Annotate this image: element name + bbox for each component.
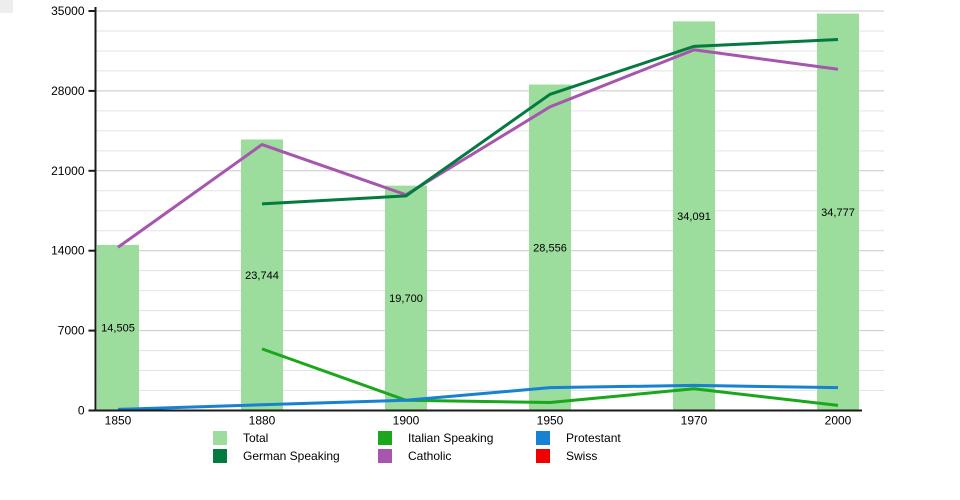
legend-label: Italian Speaking: [408, 431, 494, 445]
legend-item-italian-speaking: Italian Speaking: [378, 431, 493, 445]
legend-label: Protestant: [566, 431, 621, 445]
legend-swatch: [378, 431, 392, 445]
legend-label: Catholic: [408, 449, 452, 463]
x-axis-label: 1950: [537, 414, 564, 428]
y-axis-label: 7000: [58, 324, 85, 338]
line-catholic: [117, 48, 839, 249]
legend-label: German Speaking: [243, 449, 340, 463]
line-german-speaking: [261, 38, 839, 206]
legend-label: Swiss: [566, 449, 598, 463]
x-axis-label: 2000: [825, 414, 852, 428]
bar-value-label: 19,700: [389, 293, 423, 305]
bar-value-label: 34,777: [821, 207, 855, 219]
y-axis-label: 14000: [51, 244, 85, 258]
legend-swatch: [378, 449, 392, 463]
total-bar-1970: [673, 21, 715, 411]
legend-item-protestant: Protestant: [536, 431, 621, 445]
legend-item-swiss: Swiss: [536, 449, 597, 463]
line-protestant: [117, 383, 839, 411]
legend-label: Total: [243, 431, 269, 445]
line-italian-speaking: [261, 347, 839, 407]
legend-item-total: Total: [213, 431, 268, 445]
y-axis-label: 0: [78, 404, 85, 418]
y-axis-label: 21000: [51, 164, 85, 178]
x-axis-label: 1850: [105, 414, 132, 428]
legend-swatch: [213, 449, 227, 463]
total-bar-2000: [817, 13, 859, 411]
legend-item-catholic: Catholic: [378, 449, 451, 463]
legend-swatch: [536, 449, 550, 463]
total-bar-1950: [529, 84, 571, 411]
x-axis-label: 1900: [393, 414, 420, 428]
population-religion-language-chart: 14,505 23,744 19,700 28,556 34,091 34,777 0 700…: [51, 4, 884, 428]
legend-swatch: [213, 431, 227, 445]
bar-value-label: 14,505: [101, 323, 135, 335]
legend-item-german-speaking: German Speaking: [213, 449, 340, 463]
bar-value-label: 34,091: [677, 211, 711, 223]
y-axis-label: 35000: [51, 4, 85, 18]
x-axis-label: 1970: [681, 414, 708, 428]
screen-corner-artifact: [0, 0, 13, 13]
total-bar-1900: [385, 185, 427, 411]
y-axis-label: 28000: [51, 84, 85, 98]
legend-swatch: [536, 431, 550, 445]
total-bar-1880: [241, 139, 283, 411]
bar-value-label: 23,744: [245, 270, 279, 282]
total-bar-1850: [97, 244, 139, 411]
bar-value-label: 28,556: [533, 243, 567, 255]
x-axis-label: 1880: [249, 414, 276, 428]
